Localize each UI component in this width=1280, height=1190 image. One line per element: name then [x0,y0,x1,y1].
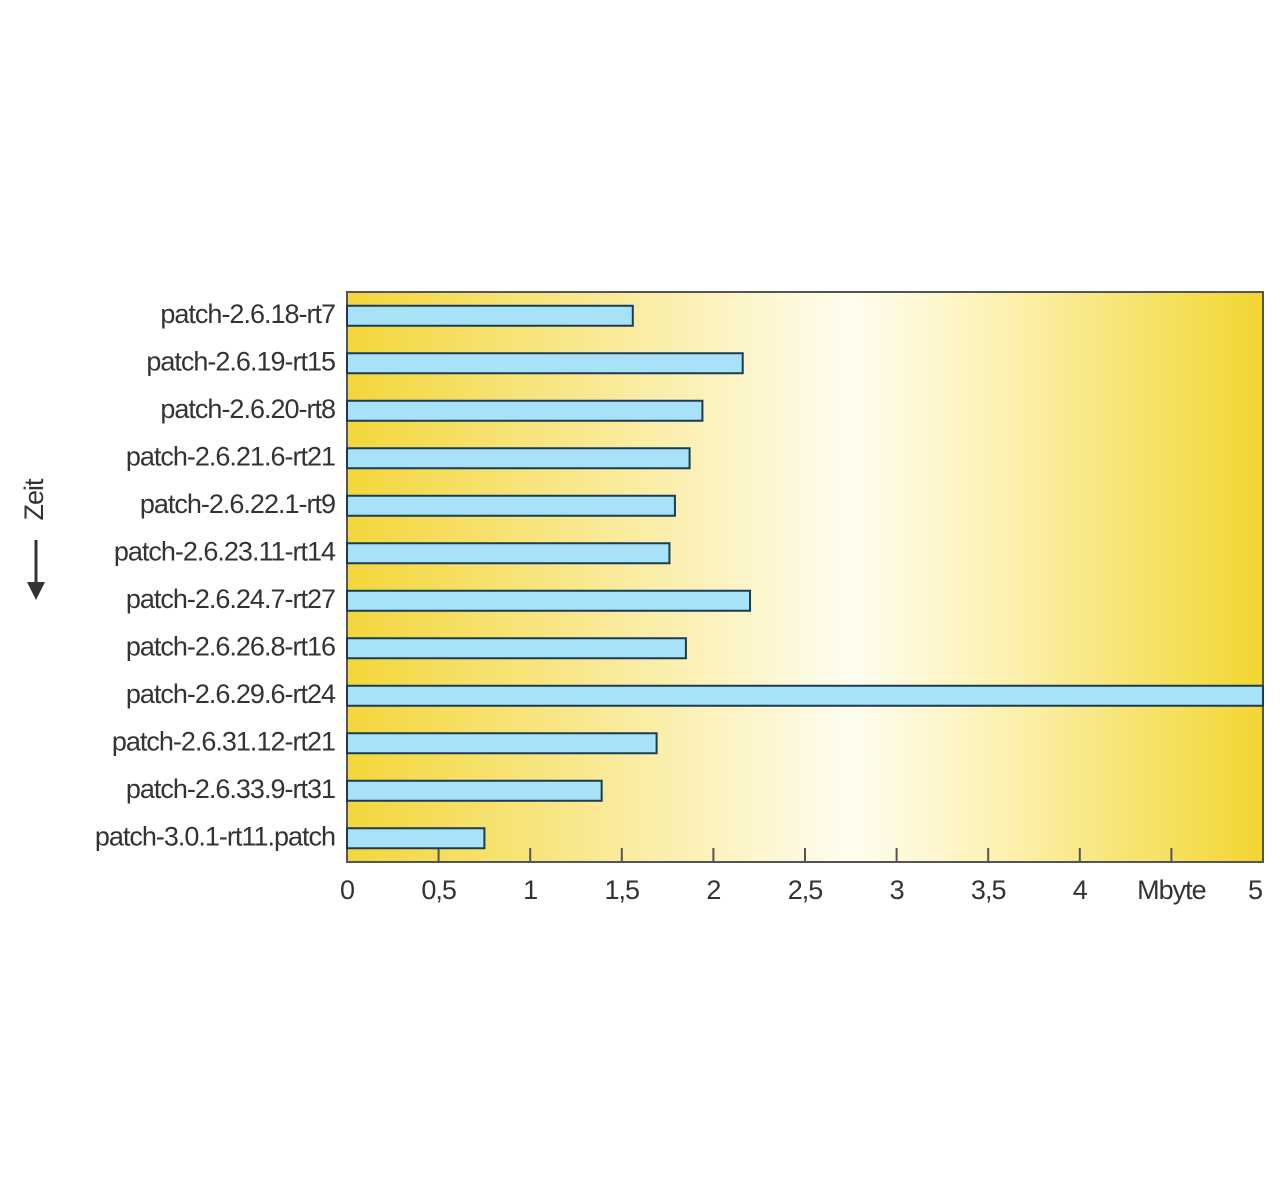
x-tick-label: Mbyte [1137,875,1206,905]
bar [346,827,486,850]
bar [346,352,744,375]
bar [346,399,704,422]
bar [346,589,752,612]
x-tick-label: 3 [890,875,904,905]
bar [346,494,676,517]
x-tick-label: 2 [706,875,720,905]
y-tick-label: patch-2.6.31.12-rt21 [112,726,335,756]
x-tick-label: 1 [523,875,537,905]
y-tick-label: patch-2.6.20-rt8 [160,394,335,424]
y-tick-label: patch-3.0.1-rt11.patch [95,821,335,851]
bar [346,447,691,470]
arrow-head [27,582,45,600]
plot-area [346,291,1264,863]
x-tick-label: 0,5 [421,875,456,905]
y-tick-label: patch-2.6.21.6-rt21 [126,441,335,471]
x-tick-label: 3,5 [971,875,1006,905]
bar [346,684,1264,707]
y-tick-label: patch-2.6.33.9-rt31 [126,774,335,804]
y-tick-label: patch-2.6.29.6-rt24 [126,679,336,709]
bar [346,304,634,327]
y-tick-label: patch-2.6.19-rt15 [146,346,335,376]
y-tick-label: patch-2.6.26.8-rt16 [126,631,335,661]
y-tick-label: patch-2.6.22.1-rt9 [140,489,335,519]
y-tick-label: patch-2.6.23.11-rt14 [114,536,336,566]
bar [346,542,671,565]
y-tick-label: patch-2.6.18-rt7 [160,299,335,329]
bar [346,732,658,755]
x-tick-label: 0 [340,875,354,905]
x-tick-label: 2,5 [788,875,823,905]
x-tick-label: 4 [1073,875,1088,905]
bar [346,637,687,660]
y-tick-label: patch-2.6.24.7-rt27 [126,584,335,614]
bar [346,779,603,802]
axis-label: Zeit [19,478,49,521]
x-tick-label: 5 [1248,875,1262,905]
x-tick-label: 1,5 [605,875,640,905]
